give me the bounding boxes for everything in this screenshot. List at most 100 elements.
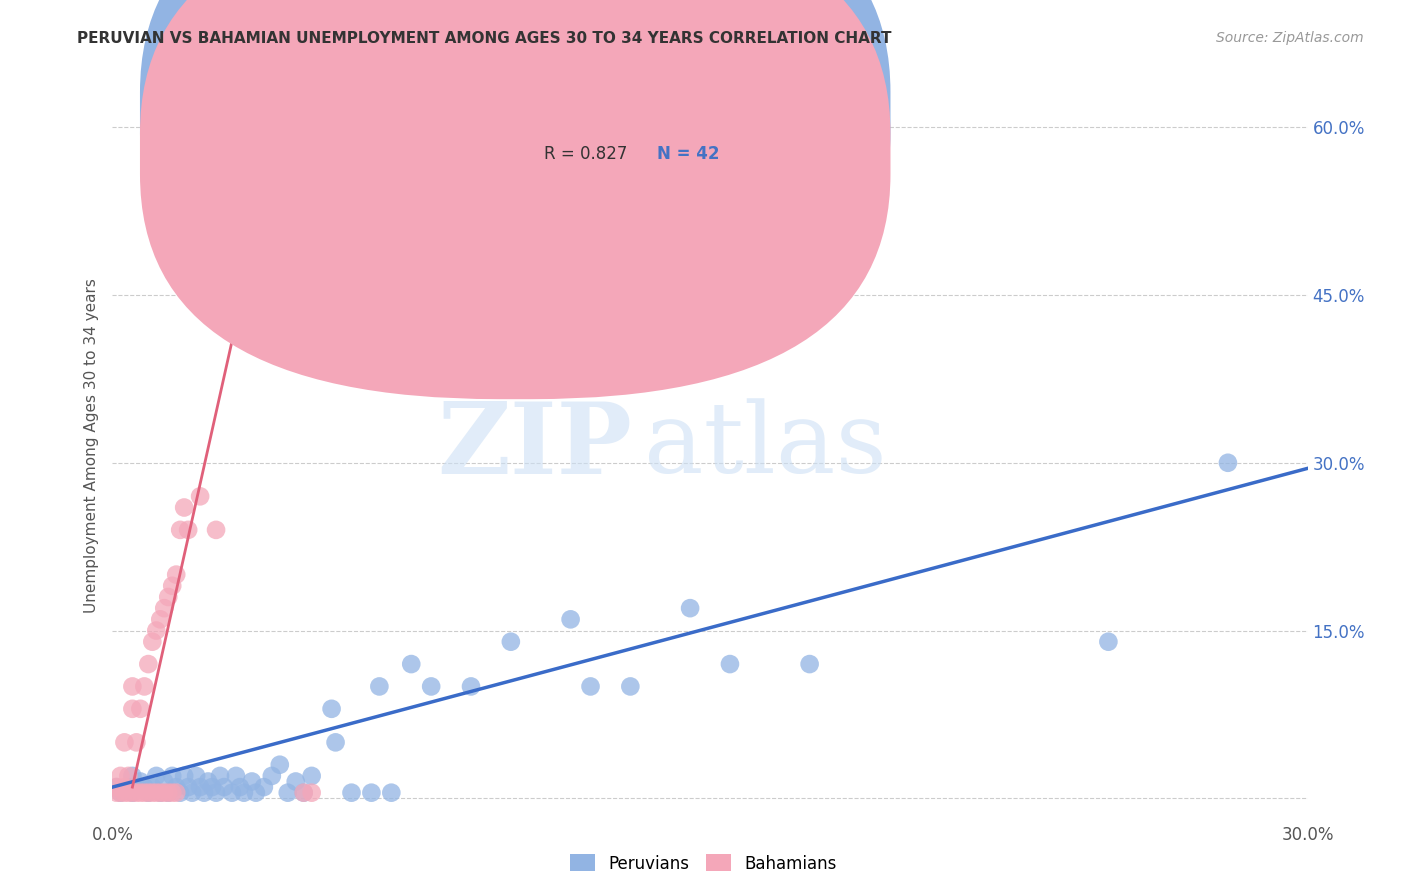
Point <box>121 786 143 800</box>
Point <box>420 680 443 694</box>
Point <box>145 624 167 638</box>
Point <box>718 657 741 671</box>
Point <box>105 786 128 800</box>
Point <box>165 780 187 794</box>
Point <box>153 601 176 615</box>
Point <box>129 786 152 800</box>
Point <box>301 786 323 800</box>
Point <box>165 786 187 800</box>
Point <box>117 780 139 794</box>
Point <box>165 567 187 582</box>
Point <box>105 780 128 794</box>
Point <box>186 769 208 783</box>
Point <box>162 769 183 783</box>
Point <box>360 786 382 800</box>
Point <box>292 786 315 800</box>
Point <box>197 774 219 789</box>
Text: R = 0.495: R = 0.495 <box>544 103 627 121</box>
Point <box>460 680 482 694</box>
Point <box>205 786 228 800</box>
Point <box>129 774 152 789</box>
Point <box>233 786 256 800</box>
Point <box>325 735 347 749</box>
Point <box>173 500 195 515</box>
Point <box>157 786 180 800</box>
Point <box>225 769 247 783</box>
Point <box>125 780 148 794</box>
Point <box>110 769 132 783</box>
Point <box>201 780 224 794</box>
Point <box>138 657 160 671</box>
Point <box>1097 634 1119 648</box>
Point <box>134 680 156 694</box>
Point <box>169 523 191 537</box>
Point <box>340 786 363 800</box>
Point <box>212 780 235 794</box>
Point <box>117 786 139 800</box>
Point <box>134 780 156 794</box>
Point <box>229 780 252 794</box>
Point <box>401 657 423 671</box>
Point <box>380 786 402 800</box>
Text: ZIP: ZIP <box>437 398 633 494</box>
Point <box>188 780 211 794</box>
Point <box>579 680 602 694</box>
Point <box>157 590 180 604</box>
Text: PERUVIAN VS BAHAMIAN UNEMPLOYMENT AMONG AGES 30 TO 34 YEARS CORRELATION CHART: PERUVIAN VS BAHAMIAN UNEMPLOYMENT AMONG … <box>77 31 891 46</box>
Point <box>157 786 180 800</box>
Point <box>125 786 148 800</box>
Point <box>114 780 135 794</box>
Point <box>141 780 163 794</box>
Point <box>105 780 128 794</box>
Point <box>141 634 163 648</box>
FancyBboxPatch shape <box>141 0 890 400</box>
Point <box>110 786 132 800</box>
Point <box>121 702 143 716</box>
Point <box>149 612 172 626</box>
Point <box>149 786 172 800</box>
Text: N = 60: N = 60 <box>658 103 720 121</box>
Point <box>499 634 522 648</box>
Point <box>269 757 291 772</box>
Point <box>221 786 243 800</box>
Point <box>169 786 191 800</box>
Point <box>125 735 148 749</box>
Point <box>145 769 167 783</box>
Point <box>188 489 211 503</box>
Point <box>149 786 172 800</box>
Point <box>117 769 139 783</box>
Point <box>134 786 156 800</box>
Point <box>153 786 176 800</box>
Point <box>277 786 299 800</box>
Point <box>129 702 152 716</box>
Point <box>145 786 167 800</box>
Point <box>121 680 143 694</box>
Point <box>114 735 135 749</box>
Point <box>162 786 183 800</box>
Point <box>114 786 135 800</box>
Point <box>799 657 821 671</box>
Point <box>245 786 267 800</box>
Text: N = 42: N = 42 <box>658 145 720 162</box>
Point <box>205 523 228 537</box>
FancyBboxPatch shape <box>141 0 890 358</box>
Y-axis label: Unemployment Among Ages 30 to 34 years: Unemployment Among Ages 30 to 34 years <box>83 278 98 614</box>
Point <box>141 786 163 800</box>
Point <box>138 786 160 800</box>
Text: Source: ZipAtlas.com: Source: ZipAtlas.com <box>1216 31 1364 45</box>
Point <box>560 612 582 626</box>
Point <box>121 786 143 800</box>
Point <box>240 774 263 789</box>
Point <box>138 786 160 800</box>
Point <box>679 601 702 615</box>
Point <box>619 680 641 694</box>
Point <box>153 774 176 789</box>
Legend: Peruvians, Bahamians: Peruvians, Bahamians <box>562 847 844 880</box>
Point <box>121 769 143 783</box>
Point <box>110 786 132 800</box>
Point <box>193 786 215 800</box>
Point <box>162 579 183 593</box>
Point <box>284 774 307 789</box>
Point <box>292 786 315 800</box>
Text: atlas: atlas <box>644 398 887 494</box>
